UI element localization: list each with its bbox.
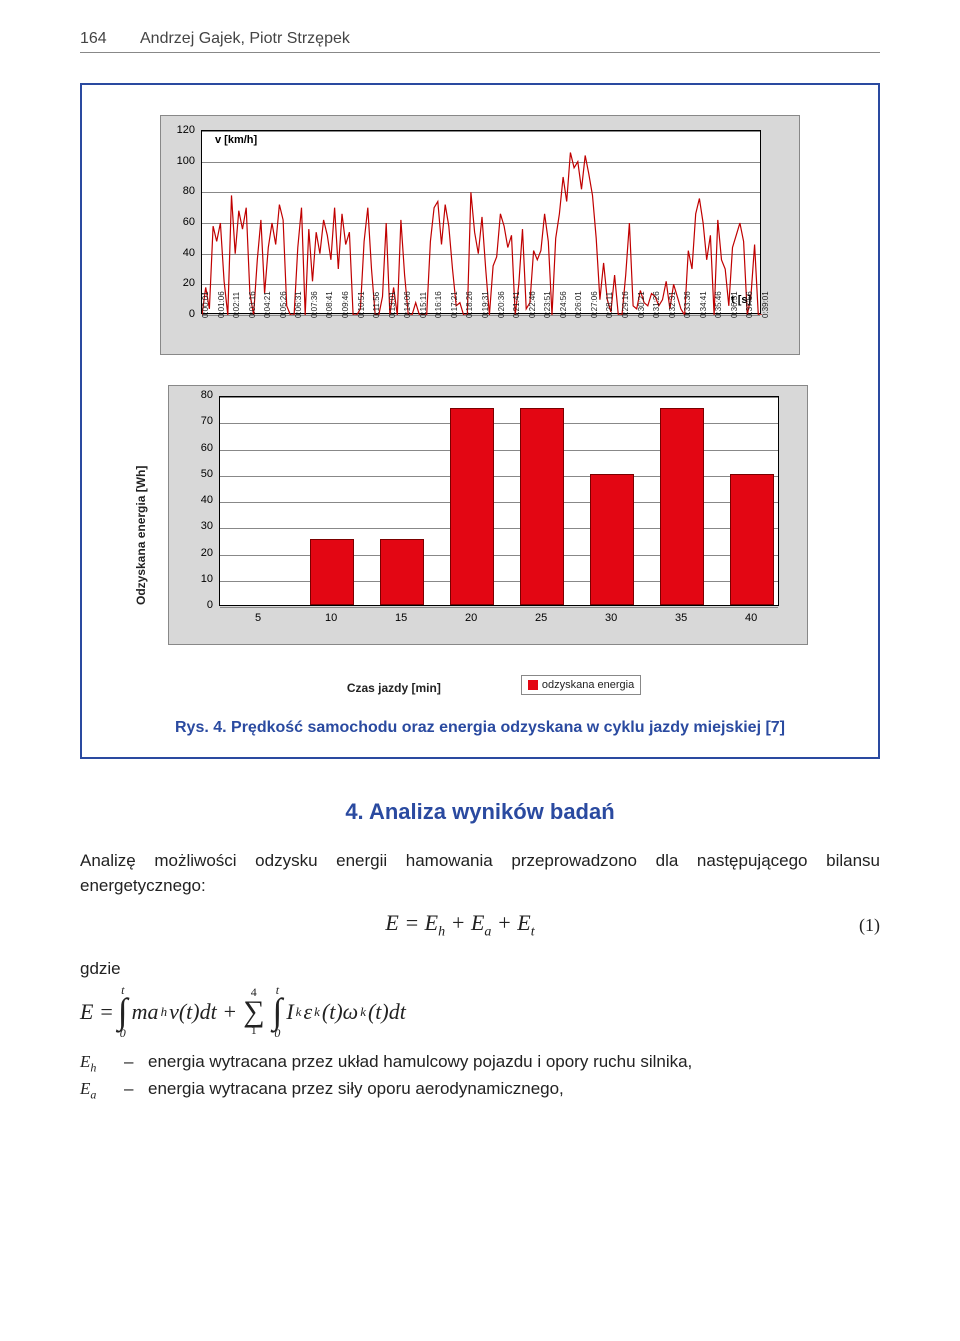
chart2-y-tick: 0 [207, 599, 213, 611]
chart2-x-tick: 35 [675, 612, 687, 624]
chart2-legend: odzyskana energia [521, 675, 641, 695]
chart1-x-tick: 0:22:46 [528, 291, 537, 318]
speed-line-chart: 020406080100120v [km/h]t [s]0:00:010:01:… [160, 115, 800, 355]
chart1-x-tick: 0:06:31 [294, 291, 303, 318]
chart1-y-tick: 120 [177, 124, 195, 136]
energy-bar-chart: 0 10 20 30 40 50 60 70 80 5 10 15 20 25 30 35 40 [168, 385, 808, 645]
where-label: gdzie [80, 959, 880, 979]
chart1-x-tick: 0:18:26 [465, 291, 474, 318]
chart1-x-tick: 0:35:46 [714, 291, 723, 318]
energy-bar [450, 408, 495, 605]
chart1-x-tick: 0:30:21 [637, 291, 646, 318]
chart1-x-tick: 0:07:36 [310, 291, 319, 318]
chart1-x-tick: 0:31:26 [652, 291, 661, 318]
chart2-y-tick: 50 [201, 468, 213, 480]
chart2-x-tick: 40 [745, 612, 757, 624]
chart2-y-tick: 70 [201, 415, 213, 427]
chart1-x-tick: 0:37:56 [745, 291, 754, 318]
figure-caption: Rys. 4. Prędkość samochodu oraz energia … [102, 719, 858, 737]
legend-swatch [528, 680, 538, 690]
chart1-y-tick: 60 [183, 216, 195, 228]
page-authors: Andrzej Gajek, Piotr Strzępek [140, 30, 880, 48]
chart1-y-tick: 100 [177, 155, 195, 167]
chart2-x-caption: Czas jazdy [min] [347, 681, 441, 695]
def-Eh: Eh – energia wytracana przez układ hamul… [80, 1049, 880, 1076]
chart1-x-tick: 0:26:01 [574, 291, 583, 318]
chart1-x-tick: 0:21:41 [512, 291, 521, 318]
chart1-y-tick: 20 [183, 277, 195, 289]
chart2-y-tick: 20 [201, 547, 213, 559]
chart1-x-tick: 0:27:06 [590, 291, 599, 318]
chart1-x-tick: 0:33:36 [683, 291, 692, 318]
legend-label: odzyskana energia [542, 679, 634, 691]
chart1-y-tick: 80 [183, 185, 195, 197]
chart1-x-tick: 0:03:16 [248, 291, 257, 318]
chart1-x-tick: 0:28:11 [605, 292, 614, 318]
chart1-x-tick: 0:10:51 [357, 291, 366, 318]
chart1-x-tick: 0:32:31 [668, 291, 677, 318]
equation-1: E = Eh + Ea + Et (1) [80, 910, 880, 940]
chart1-x-tick: 0:29:16 [621, 291, 630, 318]
chart2-y-tick: 10 [201, 573, 213, 585]
chart1-x-tick: 0:05:26 [279, 291, 288, 318]
chart1-x-tick: 0:36:51 [730, 291, 739, 318]
chart2-x-tick: 20 [465, 612, 477, 624]
chart1-x-tick: 0:16:16 [434, 291, 443, 318]
energy-bar [380, 539, 425, 605]
chart2-y-tick: 80 [201, 389, 213, 401]
chart1-x-tick: 0:02:11 [232, 292, 241, 318]
chart1-x-tick: 0:19:31 [481, 291, 490, 318]
chart2-y-tick: 40 [201, 494, 213, 506]
chart2-x-tick: 15 [395, 612, 407, 624]
chart2-plot-area [219, 396, 779, 606]
energy-bar [660, 408, 705, 605]
energy-bar [310, 539, 355, 605]
chart1-x-tick: 0:24:56 [559, 291, 568, 318]
page-number: 164 [80, 30, 140, 48]
chart1-plot-area [201, 130, 761, 314]
chart1-x-tick: 0:04:21 [263, 291, 272, 318]
chart1-x-tick: 0:14:06 [403, 291, 412, 318]
chart1-x-tick: 0:08:41 [325, 291, 334, 318]
intro-paragraph: Analizę możliwości odzysku energii hamow… [80, 849, 880, 898]
chart1-x-tick: 0:09:46 [341, 291, 350, 318]
page-header: 164 Andrzej Gajek, Piotr Strzępek [80, 30, 880, 53]
summation: 4 ∑ 1 [243, 987, 264, 1036]
equation-E-def: E = t ∫ 0 mahv(t)dt + 4 ∑ 1 t ∫ 0 Ikεk(t… [80, 985, 880, 1039]
energy-bar [730, 474, 775, 605]
chart1-line [202, 131, 762, 315]
chart1-x-tick: 0:13:01 [388, 291, 397, 318]
chart1-x-tick: 0:00:01 [201, 291, 210, 318]
chart1-x-tick: 0:17:21 [450, 291, 459, 318]
energy-bar [590, 474, 635, 605]
chart1-x-tick: 0:15:11 [419, 292, 428, 318]
chart1-y-tick: 0 [189, 308, 195, 320]
chart1-x-tick: 0:01:06 [217, 291, 226, 318]
integral-1: t ∫ 0 [118, 985, 128, 1039]
chart2-y-tick: 60 [201, 442, 213, 454]
chart2-x-tick: 25 [535, 612, 547, 624]
section-title: 4. Analiza wyników badań [80, 799, 880, 825]
figure-4-box: 020406080100120v [km/h]t [s]0:00:010:01:… [80, 83, 880, 759]
chart1-x-tick: 0:34:41 [699, 291, 708, 318]
chart1-y-unit: v [km/h] [215, 134, 257, 146]
chart1-x-tick: 0:39:01 [761, 291, 770, 318]
equation-1-expr: E = Eh + Ea + Et [80, 910, 840, 940]
chart2-x-tick: 5 [255, 612, 261, 624]
chart2-y-label: Odzyskana energia [Wh] [134, 466, 148, 605]
symbol-definitions: Eh – energia wytracana przez układ hamul… [80, 1049, 880, 1104]
chart1-x-tick: 0:20:36 [497, 291, 506, 318]
chart2-x-tick: 10 [325, 612, 337, 624]
chart2-y-tick: 30 [201, 520, 213, 532]
chart1-x-tick: 0:11:56 [372, 292, 381, 318]
chart1-x-tick: 0:23:51 [543, 291, 552, 318]
integral-2: t ∫ 0 [272, 985, 282, 1039]
chart1-y-tick: 40 [183, 247, 195, 259]
chart2-x-tick: 30 [605, 612, 617, 624]
def-Ea: Ea – energia wytracana przez siły oporu … [80, 1076, 880, 1103]
equation-1-number: (1) [840, 915, 880, 936]
energy-bar [520, 408, 565, 605]
